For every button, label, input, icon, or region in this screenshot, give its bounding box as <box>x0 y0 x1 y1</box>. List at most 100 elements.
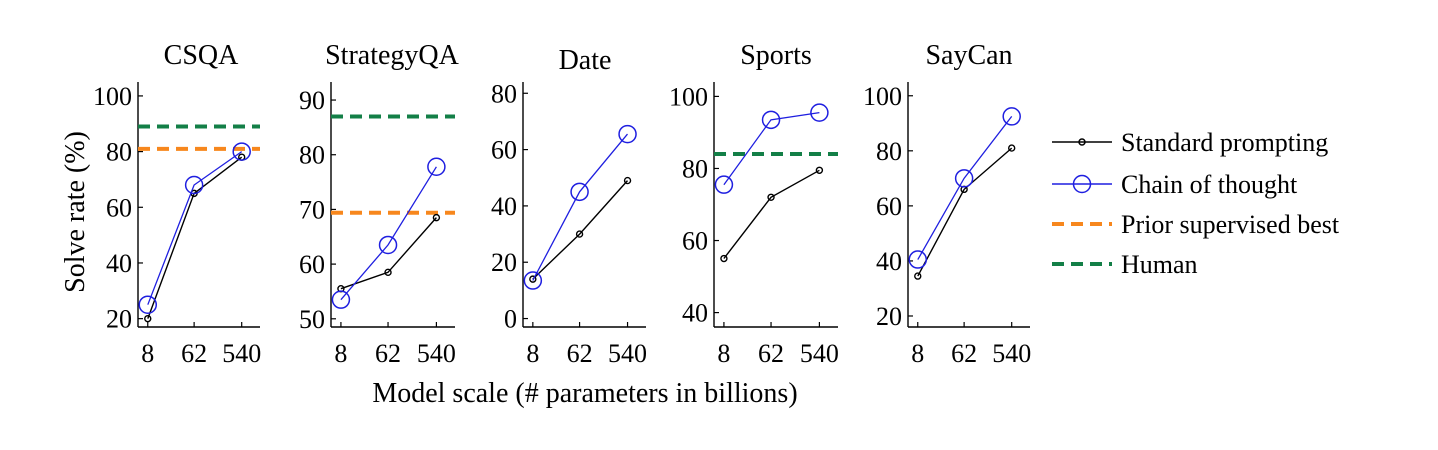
cot-point <box>810 103 829 122</box>
legend-item-human: Human <box>1052 250 1198 279</box>
x-tick-label: 8 <box>141 339 154 368</box>
standard-point <box>767 193 775 201</box>
chart-panel-0: CSQA 20 40 60 80 100 8 62 540 <box>93 40 261 368</box>
x-tick-label: 540 <box>417 339 456 368</box>
y-tick-label: 0 <box>504 305 517 334</box>
chart-panel-1: StrategyQA 50 60 70 80 90 8 62 540 <box>299 40 460 368</box>
cot-series-line <box>532 133 629 281</box>
cot-series-line <box>340 166 437 301</box>
legend-swatch-marker <box>1078 138 1086 146</box>
y-tick-label: 70 <box>299 195 325 224</box>
standard-point <box>144 314 152 323</box>
cot-point <box>184 175 204 195</box>
panel-title: CSQA <box>164 40 239 71</box>
y-tick-label: 60 <box>106 193 132 222</box>
y-tick-label: 100 <box>93 82 132 111</box>
panel-title: Date <box>559 45 612 76</box>
standard-series-line <box>532 180 629 280</box>
y-tick-label: 80 <box>491 79 517 108</box>
cot-point <box>331 290 351 309</box>
y-tick-label: 80 <box>682 154 708 183</box>
x-tick-label: 540 <box>800 339 839 368</box>
y-tick-label: 60 <box>299 250 325 279</box>
standard-point <box>384 268 392 277</box>
standard-series-line <box>723 169 820 259</box>
chart-panel-2: Date 0 20 40 60 80 8 62 540 <box>491 45 647 368</box>
y-tick-label: 80 <box>299 141 325 170</box>
legend: Standard prompting Chain of thought Prior … <box>1052 128 1340 279</box>
y-tick-label: 20 <box>106 305 132 334</box>
y-tick-label: 40 <box>876 247 902 276</box>
x-tick-label: 62 <box>181 339 207 368</box>
cot-point <box>714 175 734 194</box>
y-tick-label: 100 <box>669 82 708 111</box>
cot-point <box>523 271 543 290</box>
y-axis-label: Solve rate (%) <box>60 131 91 293</box>
legend-label: Chain of thought <box>1121 170 1298 199</box>
y-tick-label: 40 <box>682 299 708 328</box>
x-tick-label: 540 <box>992 339 1031 368</box>
x-tick-label: 8 <box>334 339 347 368</box>
y-tick-label: 20 <box>876 302 902 331</box>
x-axis-label: Model scale (# parameters in billions) <box>372 378 797 409</box>
cot-point <box>427 157 446 177</box>
standard-series-line <box>340 217 437 290</box>
y-tick-label: 60 <box>876 192 902 221</box>
cot-point <box>1002 107 1021 126</box>
cot-point <box>761 110 781 130</box>
x-tick-label: 62 <box>758 339 784 368</box>
y-tick-label: 100 <box>863 82 902 111</box>
standard-point <box>914 272 922 280</box>
standard-series-line <box>147 156 243 319</box>
standard-point <box>623 176 632 185</box>
panel-title: SayCan <box>925 40 1012 71</box>
cot-point <box>570 182 589 202</box>
x-tick-label: 62 <box>567 339 593 368</box>
cot-point <box>378 235 398 255</box>
legend-label: Prior supervised best <box>1121 210 1340 239</box>
x-tick-label: 8 <box>526 339 539 368</box>
y-tick-label: 80 <box>106 138 132 167</box>
standard-point <box>720 254 728 263</box>
legend-item-prior: Prior supervised best <box>1052 210 1340 239</box>
standard-point <box>1008 144 1016 152</box>
x-tick-label: 62 <box>951 339 977 368</box>
standard-point <box>575 230 584 238</box>
x-tick-label: 62 <box>375 339 401 368</box>
standard-point <box>432 213 441 222</box>
panel-title: Sports <box>740 40 812 71</box>
cot-point <box>618 124 637 144</box>
y-tick-label: 40 <box>491 192 517 221</box>
cot-point <box>138 295 158 314</box>
chart-panel-4: SayCan 20 40 60 80 100 8 62 540 <box>863 40 1031 368</box>
legend-item-cot: Chain of thought <box>1052 170 1298 199</box>
chart-panel-3: Sports 40 60 80 100 8 62 540 <box>669 40 839 368</box>
cot-point <box>232 142 251 161</box>
legend-label: Human <box>1121 250 1198 279</box>
x-tick-label: 540 <box>222 339 261 368</box>
cot-series-line <box>147 151 243 305</box>
cot-series-line <box>723 111 820 186</box>
x-tick-label: 8 <box>717 339 730 368</box>
standard-point <box>815 166 824 174</box>
y-tick-label: 60 <box>491 136 517 165</box>
y-tick-label: 80 <box>876 137 902 166</box>
legend-label: Standard prompting <box>1121 128 1328 157</box>
y-tick-label: 20 <box>491 248 517 277</box>
cot-series-line <box>917 116 1013 260</box>
x-tick-label: 8 <box>911 339 924 368</box>
panel-title: StrategyQA <box>325 40 460 71</box>
y-tick-label: 90 <box>299 86 325 115</box>
legend-swatch-marker <box>1072 174 1092 194</box>
y-tick-label: 40 <box>106 249 132 278</box>
y-tick-label: 60 <box>682 227 708 256</box>
standard-series-line <box>917 147 1013 277</box>
y-tick-label: 50 <box>299 305 325 334</box>
cot-point <box>908 250 928 269</box>
x-tick-label: 540 <box>608 339 647 368</box>
legend-item-standard: Standard prompting <box>1052 128 1328 157</box>
cot-point <box>954 169 974 188</box>
standard-point <box>529 275 537 283</box>
